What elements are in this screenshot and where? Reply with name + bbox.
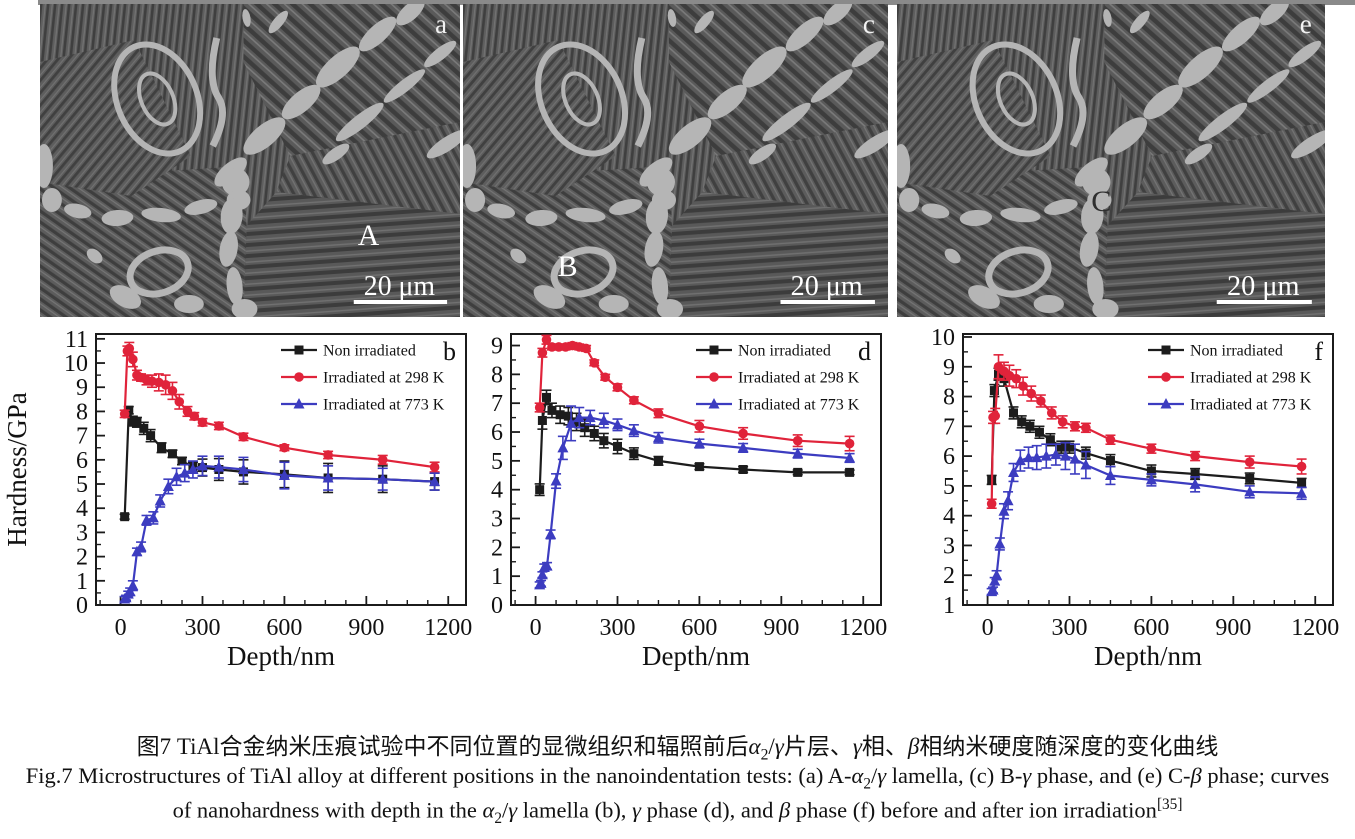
indent-position-label-A: A: [358, 219, 380, 252]
y-tick-label: 5: [491, 449, 503, 475]
series-triangle: [119, 455, 441, 604]
y-tick-label: 7: [943, 414, 955, 440]
y-tick-label: 7: [76, 424, 88, 450]
y-tick-label: 6: [491, 420, 503, 446]
y-tick-label: 11: [65, 327, 88, 353]
legend-label: Irradiated at 773 K: [738, 397, 860, 414]
y-tick-label: 0: [76, 593, 88, 619]
x-tick-label: 900: [348, 615, 384, 641]
hardness-depth-chart-f: 1 2 3 4 5 6 7 8 9 10 0 300 600 900 1200 Depth/nm Non irr…: [931, 325, 1339, 671]
legend-label: Irradiated at 773 K: [1190, 397, 1312, 414]
y-tick-label: 9: [491, 334, 503, 360]
y-tick-label: 8: [943, 385, 955, 411]
scalebar-bar: [353, 300, 448, 304]
figure-top-edge-strip: [38, 0, 1355, 5]
y-tick-label: 6: [943, 444, 955, 470]
legend-label: Irradiated at 298 K: [738, 370, 860, 387]
x-tick-label: 1200: [424, 615, 472, 641]
x-tick-label: 300: [599, 615, 635, 641]
chart-panel-letter: b: [443, 337, 456, 366]
x-tick-label: 1200: [1291, 615, 1339, 641]
y-tick-label: 0: [491, 593, 503, 619]
series-circle: [119, 341, 440, 473]
micrograph-image: [463, 4, 888, 317]
y-tick-label: 4: [76, 496, 88, 522]
y-tick-label: 5: [943, 474, 955, 500]
x-tick-label: 300: [184, 615, 220, 641]
x-tick-label: 0: [530, 615, 542, 641]
y-axis-label: Hardness/GPa: [2, 392, 32, 546]
scalebar-label: 20 μm: [791, 271, 863, 302]
y-tick-label: 6: [76, 448, 88, 474]
x-axis-label: Depth/nm: [1094, 641, 1202, 671]
sem-micrograph-panel-e: C e 20 μm: [897, 4, 1325, 317]
y-tick-label: 9: [76, 375, 88, 401]
y-tick-label: 1: [76, 569, 88, 595]
panel-letter-a: a: [435, 9, 447, 39]
caption-english-line2: of nanohardness with depth in the α2/γ l…: [172, 796, 1183, 827]
series-circle: [534, 334, 855, 452]
y-tick-label: 10: [64, 351, 88, 377]
x-tick-label: 600: [681, 615, 717, 641]
y-tick-label: 7: [491, 391, 503, 417]
scalebar-bar: [780, 300, 875, 304]
x-tick-label: 1200: [839, 615, 887, 641]
caption-english-line1: Fig.7 Microstructures of TiAl alloy at d…: [25, 763, 1330, 793]
chart-panel-letter: f: [1314, 337, 1323, 366]
y-tick-label: 1: [943, 593, 955, 619]
y-tick-label: 8: [491, 362, 503, 388]
legend-label: Irradiated at 298 K: [323, 370, 445, 387]
x-tick-label: 600: [1133, 615, 1169, 641]
x-axis-label: Depth/nm: [642, 641, 750, 671]
scalebar-label: 20 μm: [364, 271, 436, 302]
scalebar-label: 20 μm: [1227, 271, 1300, 302]
series-circle: [986, 354, 1307, 510]
y-tick-label: 1: [491, 564, 503, 590]
legend-label: Non irradiated: [738, 343, 831, 360]
sem-micrograph-panel-c: B c 20 μm: [463, 4, 888, 317]
indent-position-label-B: B: [557, 249, 577, 283]
y-tick-label: 2: [943, 563, 955, 589]
panel-letter-c: c: [863, 9, 875, 39]
y-tick-label: 3: [491, 507, 503, 533]
legend-label: Irradiated at 773 K: [323, 397, 445, 414]
x-tick-label: 900: [763, 615, 799, 641]
chart-panel-letter: d: [858, 337, 871, 366]
y-tick-label: 3: [943, 533, 955, 559]
series-triangle: [534, 405, 856, 590]
scalebar-bar: [1216, 300, 1312, 304]
legend-label: Non irradiated: [1190, 343, 1283, 360]
y-tick-label: 8: [76, 399, 88, 425]
panel-letter-e: e: [1300, 9, 1312, 39]
series-square: [534, 389, 855, 497]
indent-position-label-C: C: [1091, 184, 1111, 218]
x-tick-label: 0: [982, 615, 994, 641]
x-axis-label: Depth/nm: [227, 641, 335, 671]
micrograph-image: [897, 4, 1325, 317]
y-tick-label: 9: [943, 355, 955, 381]
x-tick-label: 900: [1215, 615, 1251, 641]
legend-label: Non irradiated: [323, 343, 416, 360]
series-square: [119, 405, 440, 522]
series-triangle: [986, 441, 1308, 597]
x-tick-label: 600: [266, 615, 302, 641]
y-tick-label: 2: [491, 535, 503, 561]
sem-micrograph-panel-a: A a 20 μm: [40, 4, 460, 317]
y-tick-label: 3: [76, 520, 88, 546]
y-tick-label: 5: [76, 472, 88, 498]
caption-chinese: 图7 TiAl合金纳米压痕试验中不同位置的显微组织和辐照前后α2/γ片层、γ相、…: [136, 734, 1219, 764]
x-tick-label: 300: [1051, 615, 1087, 641]
legend-label: Irradiated at 298 K: [1190, 370, 1312, 387]
y-tick-label: 2: [76, 545, 88, 571]
x-tick-label: 0: [115, 615, 127, 641]
y-tick-label: 4: [491, 478, 503, 504]
y-tick-label: 4: [943, 504, 955, 530]
y-tick-label: 10: [931, 325, 955, 351]
